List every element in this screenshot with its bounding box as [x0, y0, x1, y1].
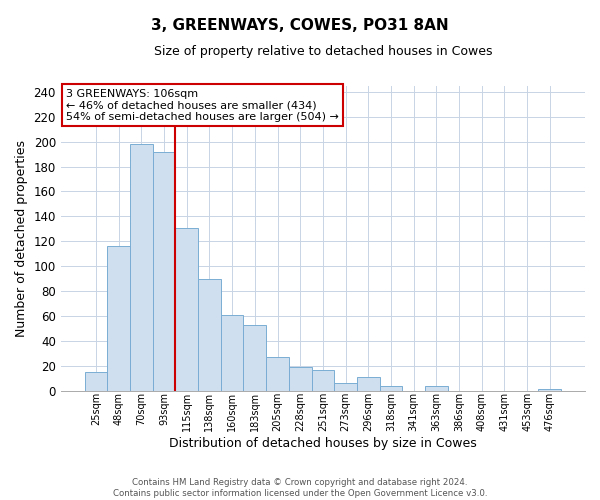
Bar [221, 314, 244, 390]
Bar [311, 370, 334, 390]
Bar [152, 152, 175, 390]
Bar [85, 372, 107, 390]
Bar [380, 386, 403, 390]
Text: 3 GREENWAYS: 106sqm
← 46% of detached houses are smaller (434)
54% of semi-detac: 3 GREENWAYS: 106sqm ← 46% of detached ho… [66, 88, 339, 122]
Bar [107, 246, 130, 390]
Bar [425, 386, 448, 390]
Bar [244, 324, 266, 390]
Bar [175, 228, 198, 390]
Bar [357, 377, 380, 390]
Bar [266, 357, 289, 390]
Title: Size of property relative to detached houses in Cowes: Size of property relative to detached ho… [154, 45, 492, 58]
Bar [198, 278, 221, 390]
Bar [130, 144, 152, 390]
X-axis label: Distribution of detached houses by size in Cowes: Distribution of detached houses by size … [169, 437, 477, 450]
Text: Contains HM Land Registry data © Crown copyright and database right 2024.
Contai: Contains HM Land Registry data © Crown c… [113, 478, 487, 498]
Bar [289, 367, 311, 390]
Text: 3, GREENWAYS, COWES, PO31 8AN: 3, GREENWAYS, COWES, PO31 8AN [151, 18, 449, 32]
Bar [334, 383, 357, 390]
Y-axis label: Number of detached properties: Number of detached properties [15, 140, 28, 336]
